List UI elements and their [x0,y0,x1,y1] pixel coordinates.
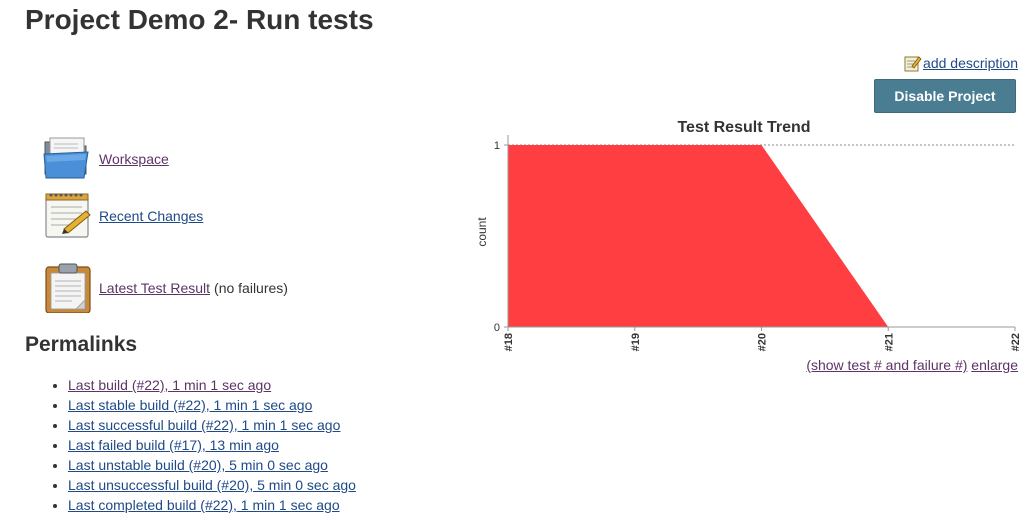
permalink-last-unsuccessful-build[interactable]: Last unsuccessful build (#20), 5 min 0 s… [68,477,356,493]
list-item: Last successful build (#22), 1 min 1 sec… [68,415,356,435]
add-description-link-group[interactable]: add description [904,54,1018,72]
chart-area-series [508,145,1015,327]
test-result-trend-chart: Test Result Trend count 0 1 #18 #19 #20 #21 #2… [475,119,1020,351]
folder-icon [43,137,89,179]
task-recent-changes[interactable]: Recent Changes [42,191,203,241]
chart-x-tick-label: #19 [630,333,642,351]
list-item: Last build (#22), 1 min 1 sec ago [68,375,356,395]
task-latest-test-result[interactable]: Latest Test Result (no failures) [42,263,288,313]
chart-x-tick-label: #20 [757,333,769,351]
list-item: Last failed build (#17), 13 min ago [68,435,356,455]
chart-y-tick-label: 1 [494,140,500,152]
task-recent-changes-link[interactable]: Recent Changes [99,208,204,224]
chart-links: (show test # and failure #) enlarge [806,357,1018,373]
list-item: Last stable build (#22), 1 min 1 sec ago [68,395,356,415]
permalink-last-unstable-build[interactable]: Last unstable build (#20), 5 min 0 sec a… [68,457,328,473]
list-item: Last completed build (#22), 1 min 1 sec … [68,495,356,515]
show-test-failure-link[interactable]: (show test # and failure #) [806,357,968,373]
list-item: Last unsuccessful build (#20), 5 min 0 s… [68,475,356,495]
disable-project-button[interactable]: Disable Project [874,79,1016,113]
chart-y-tick-label: 0 [494,322,500,334]
test-result-status: (no failures) [214,280,288,296]
permalinks-list: Last build (#22), 1 min 1 sec ago Last s… [50,375,356,515]
chart-x-tick-label: #22 [1010,333,1020,351]
edit-note-icon [904,56,922,72]
enlarge-link[interactable]: enlarge [971,357,1018,373]
permalink-last-completed-build[interactable]: Last completed build (#22), 1 min 1 sec … [68,497,340,513]
chart-title: Test Result Trend [677,119,810,136]
permalink-last-failed-build[interactable]: Last failed build (#17), 13 min ago [68,437,279,453]
chart-x-tick-label: #18 [503,333,515,351]
notepad-icon [45,193,91,238]
task-latest-test-result-link[interactable]: Latest Test Result [99,280,211,296]
permalinks-heading: Permalinks [25,333,138,356]
chart-x-tick-label: #21 [883,333,895,351]
permalink-last-stable-build[interactable]: Last stable build (#22), 1 min 1 sec ago [68,397,313,413]
task-workspace[interactable]: Workspace [42,134,169,184]
permalink-last-successful-build[interactable]: Last successful build (#22), 1 min 1 sec… [68,417,341,433]
task-workspace-link[interactable]: Workspace [99,151,169,167]
permalink-last-build[interactable]: Last build (#22), 1 min 1 sec ago [68,377,272,393]
clipboard-icon [45,263,91,313]
chart-y-axis-label: count [475,217,489,247]
list-item: Last unstable build (#20), 5 min 0 sec a… [68,455,356,475]
page-title: Project Demo 2- Run tests [25,4,374,35]
add-description-link[interactable]: add description [923,55,1018,71]
